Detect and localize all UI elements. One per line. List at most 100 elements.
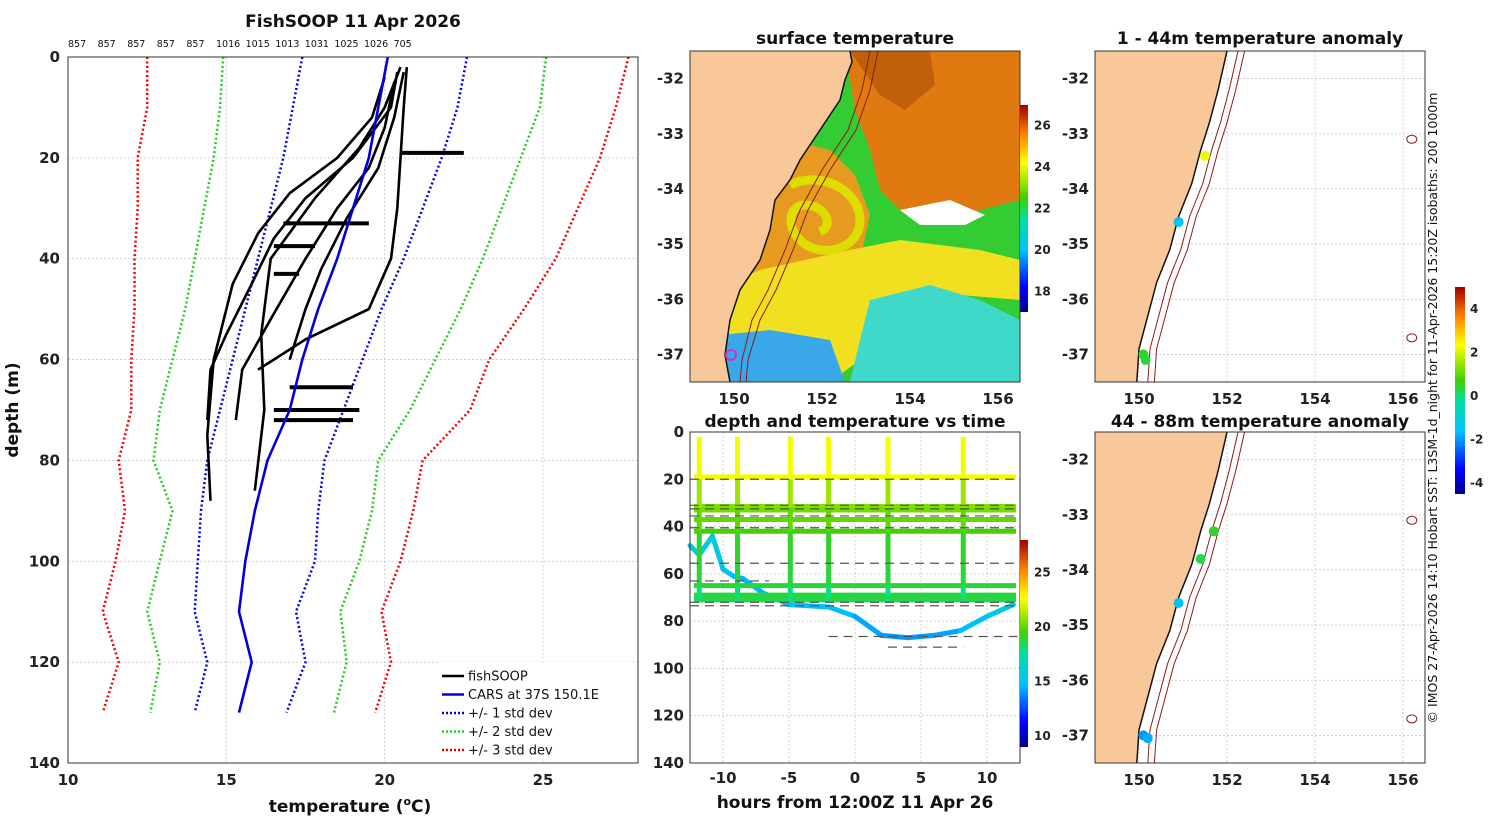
map-ytick-label: -34 [657,180,684,198]
map-xtick-label: 152 [1211,390,1242,408]
sst-panel: surface temperature [657,29,1051,408]
profile-xlabel: temperature (oC) [269,795,432,817]
colorbar-tick-label: 10 [1034,729,1051,743]
timeseries-ytick-label: 120 [653,707,684,725]
timeseries-xtick-label: 0 [850,769,860,787]
bottom-trace-segment [958,613,990,634]
anomaly-shallow-frame [1094,50,1426,383]
sst-cool-patch [850,285,1020,382]
legend-label: CARS at 37S 150.1E [468,688,599,703]
legend-label: +/- 2 std dev [468,725,553,740]
anomaly-point [1173,598,1184,609]
map-ytick-label: -35 [657,235,684,253]
profile-ticks: 10 15 20 25 0 20 40 60 80 100 120 140 [29,48,554,789]
timeseries-ytick-label: 80 [663,612,684,630]
timeseries-xtick-label: 10 [977,769,998,787]
map-ytick-label: -36 [657,290,684,308]
profile-top-label: 1015 [246,39,270,50]
bottom-trace-segment [984,602,1016,619]
coastline [1136,51,1228,382]
map-ytick-label: -32 [1062,70,1089,88]
sst-ticks: 150 152 154 156 -32 -33 -34 -35 -36 -37 [657,70,1014,408]
minus2-std-line [145,56,225,713]
profile-xlabel-super: o [403,795,411,808]
seamount-isobath [1406,714,1418,724]
profile-top-label: 857 [98,39,116,50]
profile-legend: fishSOOP CARS at 37S 150.1E +/- 1 std dev +… [438,662,633,759]
map-ytick-label: -37 [657,345,684,363]
timeseries-title: depth and temperature vs time [705,412,1006,432]
anomaly-deep-map [1095,432,1425,763]
map-xtick-label: 150 [1123,771,1154,789]
plus2-std-line [332,56,548,713]
colorbar-tick-label: 20 [1034,243,1051,257]
seamount-isobath [1406,333,1418,343]
map-xtick-label: 154 [1299,771,1330,789]
profile-top-label: 1013 [275,39,299,50]
sst-cloud-gap [900,200,985,225]
map-ytick-label: -36 [1062,290,1089,308]
map-ytick-label: -34 [1062,561,1089,579]
anomaly-shallow-panel: 1 - 44m temperature anomaly 150 152 154 156… [1062,29,1426,408]
profile-top-label: 1016 [216,39,240,50]
map-ytick-label: -32 [1062,451,1089,469]
timeseries-ytick-label: 20 [663,470,684,488]
profile-top-label: 1025 [334,39,358,50]
isobath-line [1147,432,1239,763]
map-xtick-label: 150 [718,390,749,408]
map-ytick-label: -33 [1062,125,1089,143]
colorbar-tick-label: 25 [1034,566,1051,580]
colorbar-tick-label: 15 [1034,675,1051,689]
colorbar-tick-label: 20 [1034,620,1051,634]
colorbar-tick-label: 26 [1034,119,1051,133]
anomaly-point [1208,526,1219,537]
profile-top-label: 1031 [305,39,329,50]
profile-top-labels: 857 857 857 857 857 1016 1015 1013 1031 1025 1026 7… [68,39,412,50]
isobath-line [1153,432,1246,763]
bottom-trace-segment [931,628,964,638]
fishsoop-profile-line [206,71,399,421]
colorbar-tick-label: 22 [1034,202,1051,216]
sst-map-area [690,51,1020,382]
timeseries-ytick-label: 40 [663,518,684,536]
map-xtick-label: 156 [1387,390,1418,408]
anomaly-point [1173,217,1184,228]
profile-panel: FishSOOP 11 Apr 2026 857 857 857 857 857 1016… [3,12,639,817]
profile-ytick-label: 40 [39,250,60,268]
fishsoop-profile-line [288,71,405,360]
map-ytick-label: -35 [1062,616,1089,634]
map-xtick-label: 152 [1211,771,1242,789]
anomaly-colorbar-ticks: 4 2 0 -2 -4 [1470,302,1483,490]
profile-xtick-label: 25 [533,771,554,789]
timeseries-ytick-label: 100 [653,659,684,677]
fishsoop-profile-line [234,81,396,421]
profile-ytick-label: 140 [29,754,60,772]
colorbar-tick-label: -4 [1470,476,1483,490]
anomaly-point [1140,354,1151,365]
fishsoop-profile-line [205,76,386,501]
profile-xlabel-tail: C) [411,797,431,817]
profile-series [101,56,630,714]
map-ytick-label: -33 [1062,506,1089,524]
map-ytick-label: -35 [1062,235,1089,253]
timeseries-series [687,436,1020,648]
anomaly-deep-frame [1094,431,1426,764]
anomaly-shallow-map [1095,51,1425,382]
timeseries-ytick-label: 60 [663,565,684,583]
profile-xlabel-main: temperature ( [269,797,404,817]
anomaly-point [1142,733,1153,744]
map-ytick-label: -37 [1062,726,1089,744]
anomaly-point [1200,150,1210,161]
fishsoop-profile-line [257,67,409,371]
minus3-std-line [101,57,149,713]
bottom-trace-segment [826,604,858,619]
plus3-std-line [374,56,630,713]
anomaly-deep-ticks: 150 152 154 156 -32 -33 -34 -35 -36 -37 [1062,451,1419,789]
land-mass [1095,432,1227,763]
profile-xtick-label: 15 [216,771,237,789]
sst-hot-patch [850,51,935,110]
profile-top-label: 857 [127,39,145,50]
